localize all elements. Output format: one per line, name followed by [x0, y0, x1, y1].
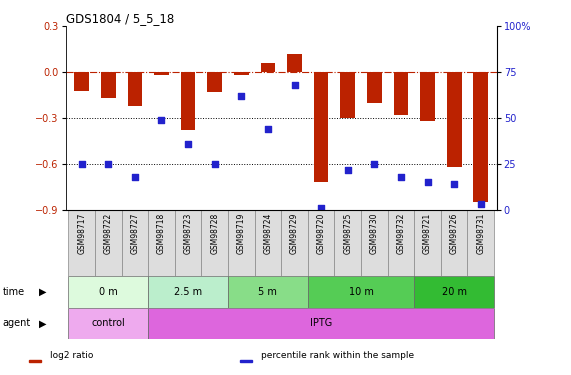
- Text: GSM98725: GSM98725: [343, 213, 352, 254]
- Point: [210, 161, 219, 167]
- Point: [476, 201, 485, 207]
- Point: [183, 141, 192, 147]
- Point: [449, 181, 459, 187]
- Bar: [29, 360, 41, 362]
- Bar: [415, 210, 441, 276]
- Text: GSM98732: GSM98732: [396, 213, 405, 254]
- Point: [423, 180, 432, 186]
- Bar: [95, 210, 122, 276]
- Bar: [255, 210, 281, 276]
- Bar: [175, 210, 202, 276]
- Point: [263, 126, 272, 132]
- Bar: [281, 210, 308, 276]
- Bar: [228, 276, 308, 308]
- Bar: [228, 210, 255, 276]
- Text: GSM98717: GSM98717: [77, 213, 86, 254]
- Text: GSM98728: GSM98728: [210, 213, 219, 254]
- Text: GSM98730: GSM98730: [370, 213, 379, 254]
- Text: GSM98724: GSM98724: [263, 213, 272, 254]
- Text: ▶: ▶: [39, 318, 46, 328]
- Bar: [122, 210, 148, 276]
- Bar: [473, 72, 488, 202]
- Text: GSM98723: GSM98723: [184, 213, 192, 254]
- Bar: [361, 210, 388, 276]
- Bar: [127, 72, 142, 106]
- Text: percentile rank within the sample: percentile rank within the sample: [261, 351, 414, 360]
- Text: 5 m: 5 m: [259, 286, 278, 297]
- Text: GSM98719: GSM98719: [237, 213, 246, 254]
- Text: IPTG: IPTG: [310, 318, 332, 328]
- Bar: [420, 72, 435, 121]
- Text: GSM98729: GSM98729: [290, 213, 299, 254]
- Bar: [69, 210, 95, 276]
- Text: 0 m: 0 m: [99, 286, 118, 297]
- Point: [290, 82, 299, 88]
- Bar: [181, 72, 195, 130]
- Text: GSM98721: GSM98721: [423, 213, 432, 254]
- Point: [77, 161, 86, 167]
- Bar: [207, 72, 222, 92]
- Bar: [74, 72, 89, 91]
- Bar: [367, 72, 381, 103]
- Text: control: control: [91, 318, 125, 328]
- Text: GSM98731: GSM98731: [476, 213, 485, 254]
- Bar: [340, 72, 355, 118]
- Bar: [314, 72, 328, 183]
- Bar: [148, 308, 494, 339]
- Bar: [101, 72, 115, 98]
- Text: GSM98726: GSM98726: [450, 213, 459, 254]
- Bar: [388, 210, 415, 276]
- Bar: [260, 63, 275, 72]
- Bar: [441, 210, 468, 276]
- Bar: [154, 72, 169, 75]
- Point: [370, 161, 379, 167]
- Text: GSM98722: GSM98722: [104, 213, 112, 254]
- Bar: [393, 72, 408, 115]
- Text: log2 ratio: log2 ratio: [50, 351, 93, 360]
- Bar: [335, 210, 361, 276]
- Bar: [148, 210, 175, 276]
- Point: [157, 117, 166, 123]
- Bar: [415, 276, 494, 308]
- Bar: [447, 72, 461, 167]
- Text: 10 m: 10 m: [349, 286, 373, 297]
- Text: 2.5 m: 2.5 m: [174, 286, 202, 297]
- Bar: [202, 210, 228, 276]
- Bar: [69, 308, 148, 339]
- Point: [396, 174, 405, 180]
- Point: [130, 174, 139, 180]
- Bar: [240, 360, 252, 362]
- Point: [316, 205, 325, 211]
- Text: GSM98727: GSM98727: [130, 213, 139, 254]
- Bar: [468, 210, 494, 276]
- Text: 20 m: 20 m: [442, 286, 467, 297]
- Text: GSM98720: GSM98720: [317, 213, 325, 254]
- Text: time: time: [3, 286, 25, 297]
- Text: ▶: ▶: [39, 286, 46, 297]
- Bar: [69, 276, 148, 308]
- Text: agent: agent: [3, 318, 31, 328]
- Text: GSM98718: GSM98718: [157, 213, 166, 254]
- Bar: [148, 276, 228, 308]
- Bar: [287, 54, 302, 72]
- Bar: [234, 72, 248, 75]
- Point: [343, 166, 352, 172]
- Bar: [308, 210, 335, 276]
- Bar: [308, 276, 415, 308]
- Point: [104, 161, 113, 167]
- Point: [237, 93, 246, 99]
- Text: GDS1804 / 5_5_18: GDS1804 / 5_5_18: [66, 12, 174, 25]
